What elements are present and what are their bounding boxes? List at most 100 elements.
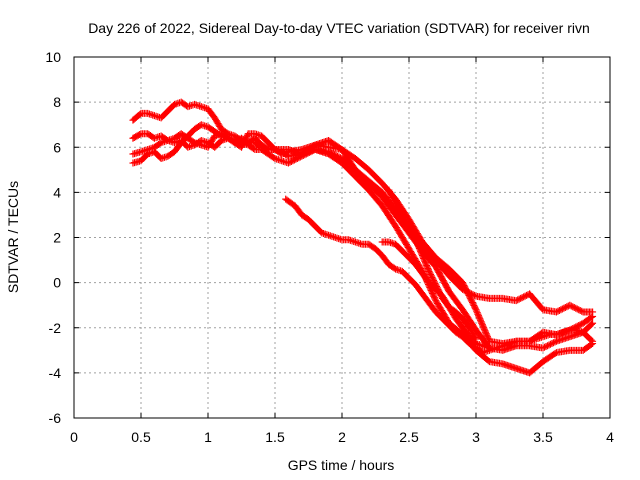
data-point <box>428 273 436 281</box>
data-point <box>545 341 553 349</box>
data-point <box>399 212 407 220</box>
data-point <box>517 294 525 302</box>
series-track-2 <box>129 130 597 348</box>
data-point <box>549 339 557 347</box>
data-point <box>425 267 433 275</box>
data-point <box>483 331 491 339</box>
data-point <box>387 191 395 199</box>
data-point <box>554 307 562 315</box>
data-point <box>389 195 397 203</box>
data-point <box>430 292 438 300</box>
series-track-4 <box>129 121 597 377</box>
data-point <box>478 319 486 327</box>
x-tick-label: 3.5 <box>533 429 553 445</box>
data-point <box>289 157 297 165</box>
data-point <box>476 315 484 323</box>
data-point <box>551 338 559 346</box>
data-point <box>292 155 300 163</box>
x-tick-label: 1 <box>204 429 212 445</box>
data-point <box>189 138 197 146</box>
data-point <box>473 307 481 315</box>
data-point <box>569 303 577 311</box>
x-tick-label: 2 <box>338 429 346 445</box>
data-point <box>546 340 554 348</box>
data-point <box>308 147 316 155</box>
data-point <box>481 327 489 335</box>
data-point <box>558 305 566 313</box>
data-point <box>402 218 410 226</box>
data-point <box>385 186 393 194</box>
y-tick-label: 8 <box>53 94 61 110</box>
data-point <box>433 284 441 292</box>
tick-layer: 0 0.5 1 1.5 2 2.5 3 3.5 4 -6 -4 -2 0 2 4 6 8 10 <box>45 49 614 445</box>
data-point <box>567 302 575 310</box>
data-point <box>293 155 301 163</box>
data-point <box>512 297 520 305</box>
grid-layer <box>74 57 610 418</box>
data-point <box>543 342 551 350</box>
data-point <box>552 308 560 316</box>
data-point <box>305 149 313 157</box>
data-point <box>514 296 522 304</box>
data-point <box>587 313 595 321</box>
data-layer <box>129 98 597 377</box>
data-point <box>566 301 574 309</box>
data-point <box>589 319 597 327</box>
data-point <box>216 131 224 139</box>
data-point <box>480 325 488 333</box>
data-point <box>572 304 580 312</box>
data-point <box>482 328 490 336</box>
data-point <box>400 214 408 222</box>
data-point <box>434 285 442 293</box>
data-point <box>432 281 440 289</box>
data-point <box>589 337 597 345</box>
data-point <box>573 322 581 330</box>
data-point <box>437 291 445 299</box>
data-point <box>521 292 529 300</box>
data-point <box>401 217 409 225</box>
data-point <box>270 154 278 162</box>
data-point <box>427 272 435 280</box>
data-point <box>284 159 292 167</box>
data-point <box>475 313 483 321</box>
data-point <box>587 336 595 344</box>
data-point <box>433 282 441 290</box>
data-point <box>483 333 491 341</box>
data-point <box>476 316 484 324</box>
data-point <box>480 324 488 332</box>
data-point <box>576 321 584 329</box>
y-tick-label: 4 <box>53 184 61 200</box>
data-point <box>478 321 486 329</box>
x-tick-label: 1.5 <box>265 429 285 445</box>
x-tick-label: 3 <box>472 429 480 445</box>
data-point <box>390 197 398 205</box>
data-point <box>401 215 409 223</box>
data-point <box>578 307 586 315</box>
data-point <box>555 306 563 314</box>
data-point <box>482 330 490 338</box>
data-point <box>518 294 526 302</box>
data-point <box>473 309 481 317</box>
data-point <box>286 158 294 166</box>
data-point <box>287 158 295 166</box>
data-point <box>484 334 492 342</box>
x-tick-label: 4 <box>606 429 614 445</box>
data-point <box>299 152 307 160</box>
data-point <box>389 194 397 202</box>
data-point <box>390 264 398 272</box>
y-axis-label: SDTVAR / TECUs <box>5 181 21 293</box>
data-point <box>472 306 480 314</box>
data-point <box>290 156 298 164</box>
data-point <box>520 293 528 301</box>
data-point <box>156 140 164 148</box>
data-point <box>573 305 581 313</box>
data-point <box>388 192 396 200</box>
data-point <box>431 279 439 287</box>
data-point <box>539 344 547 352</box>
x-axis-label: GPS time / hours <box>288 457 395 473</box>
data-point <box>398 211 406 219</box>
data-point <box>435 287 443 295</box>
y-tick-label: -4 <box>49 365 62 381</box>
series-track-5 <box>282 195 597 357</box>
